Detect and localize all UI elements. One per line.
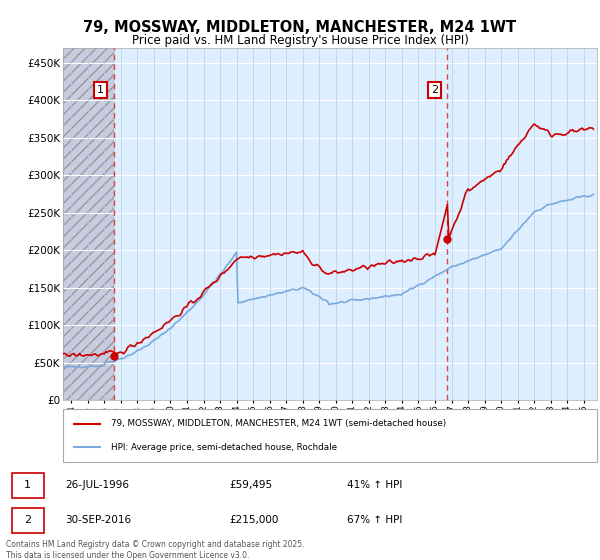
FancyBboxPatch shape: [63, 409, 597, 462]
Text: £215,000: £215,000: [229, 515, 279, 525]
Text: 26-JUL-1996: 26-JUL-1996: [65, 480, 129, 490]
Text: 1: 1: [24, 480, 31, 490]
Text: HPI: Average price, semi-detached house, Rochdale: HPI: Average price, semi-detached house,…: [111, 442, 337, 451]
Text: 2: 2: [24, 515, 31, 525]
Text: 30-SEP-2016: 30-SEP-2016: [65, 515, 131, 525]
Text: 67% ↑ HPI: 67% ↑ HPI: [347, 515, 403, 525]
FancyBboxPatch shape: [12, 507, 44, 533]
Text: £59,495: £59,495: [229, 480, 272, 490]
Bar: [63, 48, 114, 400]
Text: 2: 2: [431, 85, 438, 95]
Text: Contains HM Land Registry data © Crown copyright and database right 2025.
This d: Contains HM Land Registry data © Crown c…: [6, 540, 305, 560]
Text: 79, MOSSWAY, MIDDLETON, MANCHESTER, M24 1WT (semi-detached house): 79, MOSSWAY, MIDDLETON, MANCHESTER, M24 …: [111, 419, 446, 428]
FancyBboxPatch shape: [12, 473, 44, 498]
Text: 79, MOSSWAY, MIDDLETON, MANCHESTER, M24 1WT: 79, MOSSWAY, MIDDLETON, MANCHESTER, M24 …: [83, 20, 517, 35]
Text: Price paid vs. HM Land Registry's House Price Index (HPI): Price paid vs. HM Land Registry's House …: [131, 34, 469, 46]
Bar: [63, 48, 114, 400]
Text: 1: 1: [97, 85, 104, 95]
Text: 41% ↑ HPI: 41% ↑ HPI: [347, 480, 403, 490]
